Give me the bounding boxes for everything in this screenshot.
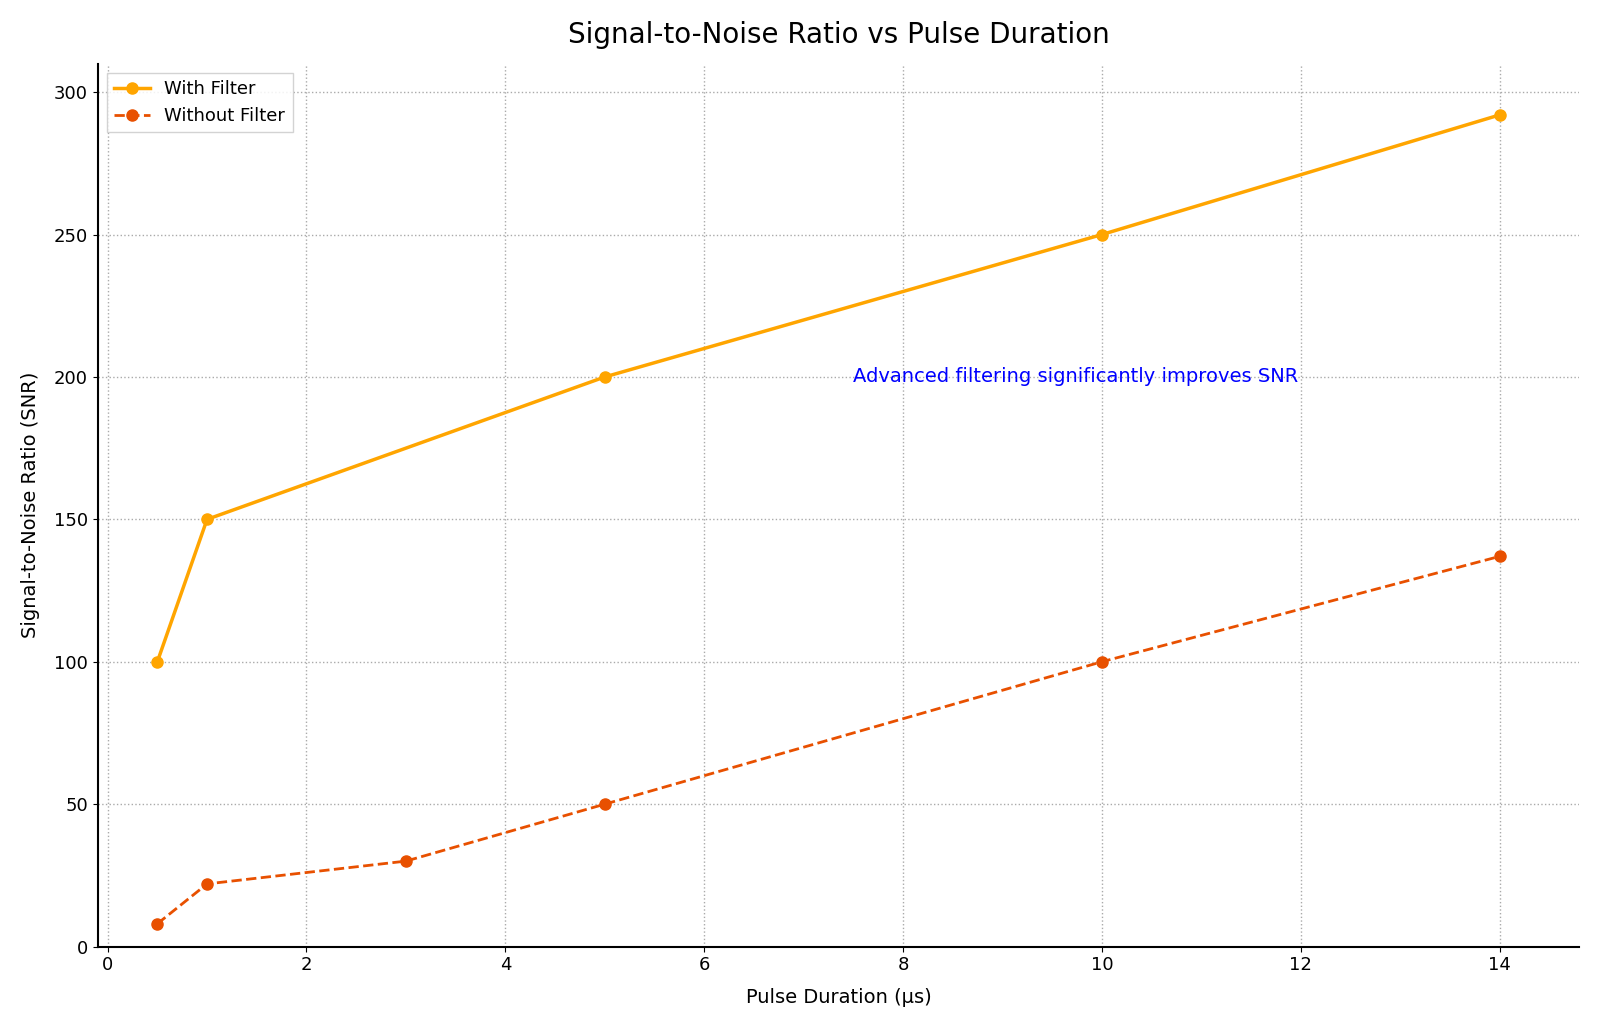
With Filter — [1093, 228, 1112, 241]
X-axis label: Pulse Duration (μs): Pulse Duration (μs) — [746, 988, 931, 1007]
Without Filter — [147, 918, 166, 930]
Y-axis label: Signal-to-Noise Ratio (SNR): Signal-to-Noise Ratio (SNR) — [21, 372, 40, 638]
Without Filter — [1490, 550, 1509, 562]
Line: With Filter: With Filter — [152, 109, 1506, 667]
With Filter — [595, 371, 614, 383]
With Filter — [147, 656, 166, 668]
Text: Advanced filtering significantly improves SNR: Advanced filtering significantly improve… — [853, 367, 1299, 387]
With Filter — [197, 513, 216, 525]
Line: Without Filter: Without Filter — [152, 551, 1506, 929]
With Filter — [1490, 109, 1509, 121]
Without Filter — [1093, 656, 1112, 668]
Without Filter — [595, 798, 614, 810]
Without Filter — [197, 878, 216, 890]
Title: Signal-to-Noise Ratio vs Pulse Duration: Signal-to-Noise Ratio vs Pulse Duration — [568, 21, 1109, 49]
Legend: With Filter, Without Filter: With Filter, Without Filter — [107, 73, 293, 133]
Without Filter — [397, 855, 416, 868]
